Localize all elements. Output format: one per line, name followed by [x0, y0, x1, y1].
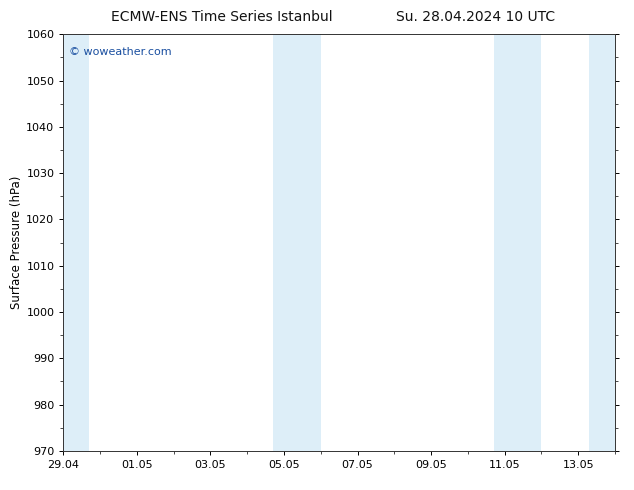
Y-axis label: Surface Pressure (hPa): Surface Pressure (hPa) [11, 176, 23, 309]
Bar [515, 34, 541, 451]
Text: Su. 28.04.2024 10 UTC: Su. 28.04.2024 10 UTC [396, 10, 555, 24]
Bar [273, 34, 295, 451]
Bar [589, 34, 617, 451]
Bar [295, 34, 321, 451]
Bar [61, 34, 89, 451]
Bar [494, 34, 515, 451]
Text: © woweather.com: © woweather.com [69, 47, 172, 57]
Text: ECMW-ENS Time Series Istanbul: ECMW-ENS Time Series Istanbul [111, 10, 333, 24]
